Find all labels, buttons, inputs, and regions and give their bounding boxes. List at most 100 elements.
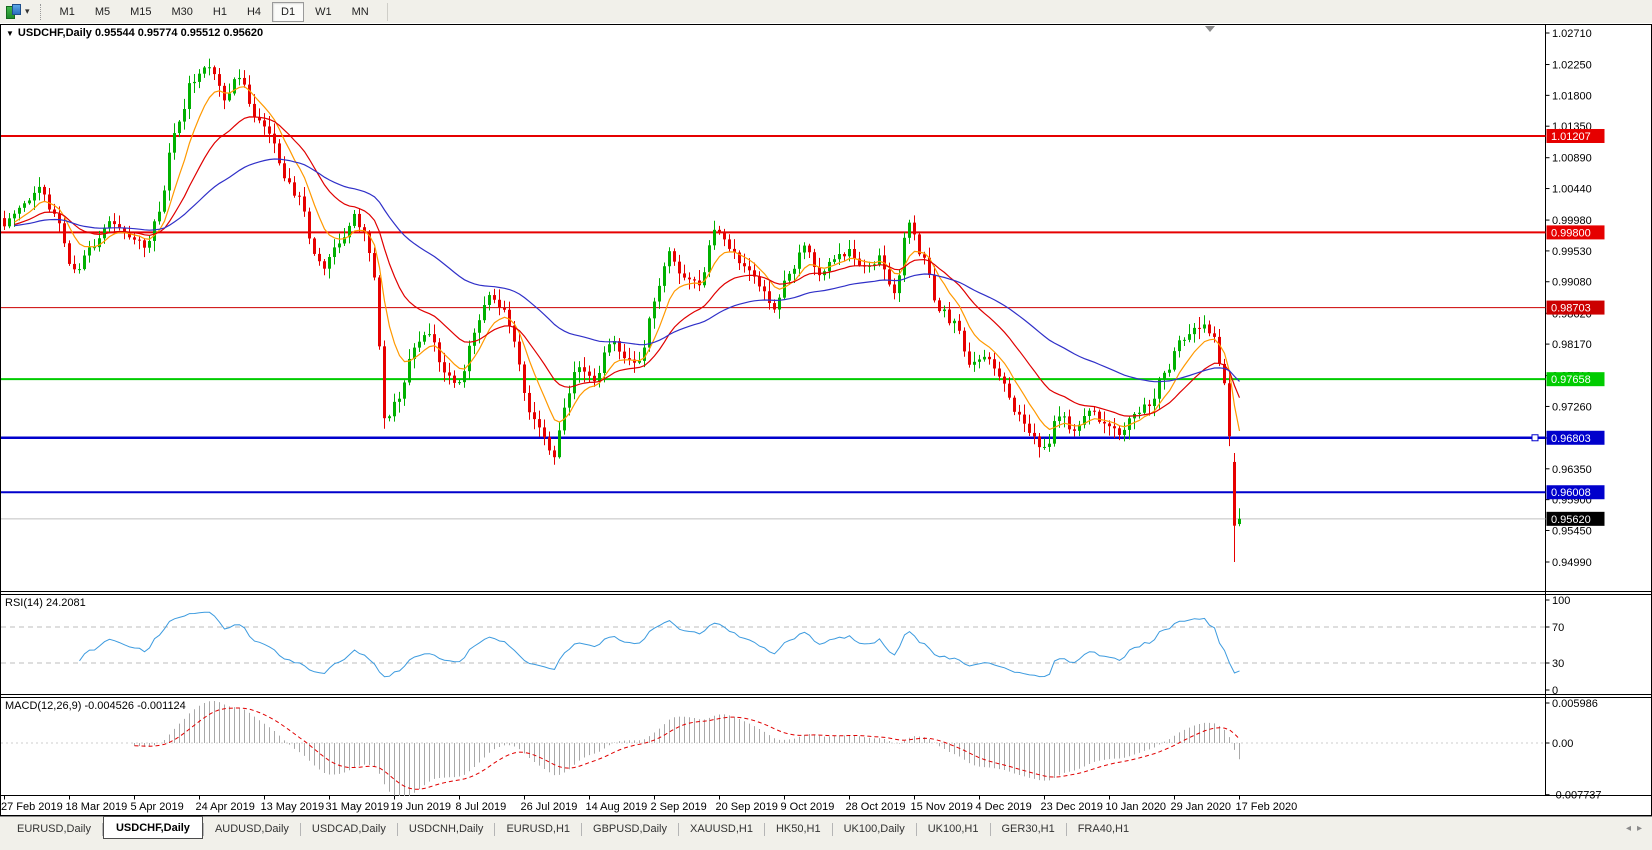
date-label: 27 Feb 2019 [1,801,63,813]
chart-frame [0,24,1652,816]
chart-tab-eurusd-h1[interactable]: EURUSD,H1 [506,823,571,835]
timeframe-button-m5[interactable]: M5 [94,5,111,18]
tab-separator [989,823,991,836]
tab-separator [299,823,301,836]
price-tick-label: 1.00890 [1552,153,1592,165]
timeframe-button-h4[interactable]: H4 [246,5,262,18]
tab-separator [202,823,204,836]
rsi-tick-label: 100 [1552,595,1570,607]
date-label: 17 Feb 2020 [1236,801,1298,813]
price-axis[interactable]: 1.027101.022501.018001.013501.008901.004… [1545,28,1605,802]
timeframe-button-group: M1 M5 M15 M30 H1 H4 D1 W1 MN [50,1,379,22]
price-level-label: 0.96008 [1546,485,1605,500]
price-tick-label: 1.02710 [1552,28,1592,40]
chart-tab-usdcad-daily[interactable]: USDCAD,Daily [311,823,386,835]
price-tick-label: 1.02250 [1552,60,1592,72]
toolbar-grip[interactable] [39,3,44,20]
chart-tab-audusd-daily[interactable]: AUDUSD,Daily [214,823,289,835]
svg-text:0.95620: 0.95620 [1551,514,1591,526]
date-label: 18 Mar 2019 [66,801,128,813]
chart-menu-arrow-icon[interactable]: ▼ [6,29,14,38]
tab-separator [1065,823,1067,836]
tab-separator [396,823,398,836]
tab-separator [494,823,496,836]
price-level-label: 0.95620 [1546,511,1605,526]
date-label: 10 Jan 2020 [1106,801,1167,813]
svg-text:0.96008: 0.96008 [1551,487,1591,499]
date-label: 28 Oct 2019 [846,801,906,813]
date-label: 14 Aug 2019 [586,801,648,813]
chart-title: ▼ USDCHF,Daily 0.95544 0.95774 0.95512 0.… [6,27,263,39]
chart-tab-xauusd-h1[interactable]: XAUUSD,H1 [689,823,753,835]
price-tick-label: 0.99980 [1552,215,1592,227]
timeframe-button-w1[interactable]: W1 [315,5,332,18]
ma-line-21 [14,116,1241,417]
date-label: 24 Apr 2019 [196,801,255,813]
date-label: 5 Apr 2019 [131,801,184,813]
date-label: 15 Nov 2019 [911,801,973,813]
rsi-indicator-label: RSI(14) 24.2081 [5,597,86,609]
price-tick-label: 0.98170 [1552,339,1592,351]
price-tick-label: 1.00440 [1552,184,1592,196]
svg-text:0.96803: 0.96803 [1551,433,1591,445]
date-axis[interactable]: 27 Feb 2019 18 Mar 2019 5 Apr 2019 24 Apr 2… [1,795,1298,814]
rsi-tick-label: 70 [1552,622,1564,634]
chart-tab-bar: EURUSD,Daily USDCHF,Daily AUDUSD,Daily USDC… [0,816,1652,850]
timeframe-button-m15[interactable]: M15 [130,5,152,18]
price-chart-canvas[interactable]: 1.027101.022501.018001.013501.008901.004… [0,24,1652,816]
chart-type-icon[interactable] [5,3,23,20]
level-line-handle [1531,434,1539,442]
date-label: 19 Jun 2019 [391,801,452,813]
date-label: 8 Jul 2019 [456,801,507,813]
macd-signal-line [134,707,1240,790]
price-tick-label: 0.99530 [1552,246,1592,258]
price-tick-label: 0.96350 [1552,464,1592,476]
toolbar-separator [386,2,388,21]
chart-tab-ger30-h1[interactable]: GER30,H1 [1001,823,1055,835]
tab-separator [677,823,679,836]
support-resistance-lines[interactable] [1,134,1546,520]
date-label: 23 Dec 2019 [1041,801,1103,813]
svg-text:0.99800: 0.99800 [1551,227,1591,239]
price-tick-label: 0.95450 [1552,525,1592,537]
tab-separator [915,823,917,836]
price-tick-label: 0.97260 [1552,401,1592,413]
date-label: 26 Jul 2019 [521,801,578,813]
tabs-scroll-left-icon[interactable]: ◂ [1625,823,1631,834]
price-level-label: 0.97658 [1546,372,1605,387]
tab-separator [581,823,583,836]
chart-tab-gbpusd-daily[interactable]: GBPUSD,Daily [593,823,667,835]
chart-tab-eurusd-daily[interactable]: EURUSD,Daily [17,823,91,835]
tab-separator [101,823,103,836]
date-label: 2 Sep 2019 [651,801,707,813]
timeframe-button-mn[interactable]: MN [351,5,369,18]
macd-tick-label: 0.00 [1552,738,1573,750]
price-tick-label: 0.94990 [1552,557,1592,569]
chart-tab-uk100-h1[interactable]: UK100,H1 [927,823,979,835]
chart-type-dropdown-caret-icon[interactable]: ▾ [25,6,30,16]
svg-text:0.97658: 0.97658 [1551,374,1591,386]
tabs-scroll-right-icon[interactable]: ▸ [1636,823,1642,834]
date-label: 31 May 2019 [326,801,390,813]
date-label: 13 May 2019 [261,801,325,813]
price-level-label: 0.98703 [1546,300,1605,315]
price-level-label: 0.96803 [1546,430,1605,445]
date-label: 9 Oct 2019 [781,801,835,813]
timeframe-button-h1[interactable]: H1 [212,5,227,18]
timeframe-button-m30[interactable]: M30 [171,5,193,18]
timeframe-button-m1[interactable]: M1 [59,5,75,18]
rsi-tick-label: 0 [1552,685,1558,697]
chart-tab-fra40-h1[interactable]: FRA40,H1 [1077,823,1130,835]
timeframe-button-d1[interactable]: D1 [272,1,305,22]
rsi-tick-label: 30 [1552,658,1564,670]
chart-tab-uk100-daily[interactable]: UK100,Daily [843,823,905,835]
ma-line-55 [14,158,1240,383]
price-level-label: 0.99800 [1546,225,1605,240]
top-toolbar: ▾ M1 M5 M15 M30 H1 H4 D1 W1 MN [0,0,1652,24]
chart-tab-usdcnh-daily[interactable]: USDCNH,Daily [408,823,484,835]
chart-tab-usdchf-daily[interactable]: USDCHF,Daily [102,816,203,839]
svg-text:1.01207: 1.01207 [1551,131,1591,143]
chart-shift-marker[interactable] [1205,26,1215,32]
rsi-line [79,611,1240,678]
chart-tab-hk50-h1[interactable]: HK50,H1 [775,823,821,835]
